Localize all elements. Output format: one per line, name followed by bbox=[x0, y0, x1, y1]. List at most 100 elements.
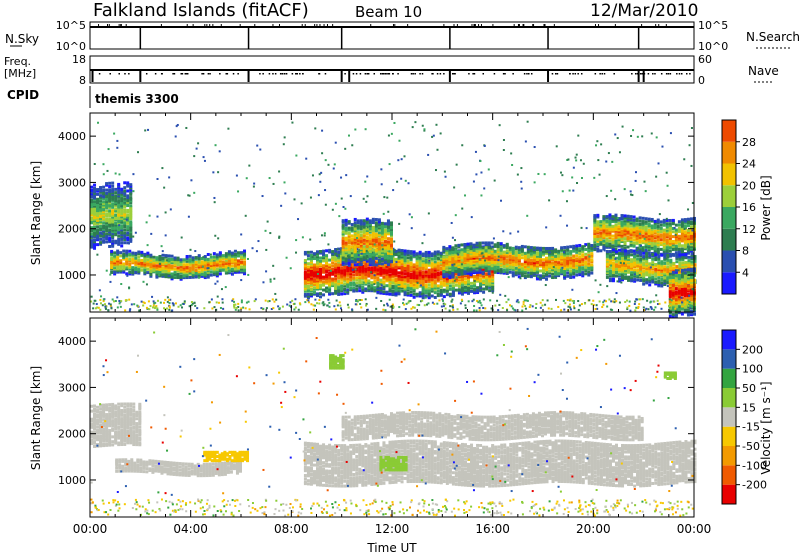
power-cell bbox=[306, 292, 310, 296]
power-cell bbox=[508, 264, 512, 268]
power-cell bbox=[545, 256, 549, 260]
power-cell bbox=[493, 262, 497, 266]
power-cell bbox=[641, 216, 645, 220]
power-cell bbox=[538, 250, 542, 254]
power-cell bbox=[660, 282, 664, 286]
power-cell bbox=[593, 230, 597, 234]
power-cell bbox=[383, 254, 387, 258]
power-cell bbox=[690, 252, 694, 256]
power-cell bbox=[663, 276, 667, 280]
power-cell bbox=[502, 252, 506, 256]
power-cell bbox=[587, 258, 591, 262]
power-cell bbox=[647, 241, 651, 245]
power-cell bbox=[347, 262, 351, 266]
power-cell bbox=[350, 257, 354, 261]
power-cell bbox=[179, 269, 183, 273]
power-cell bbox=[353, 221, 357, 225]
power-cell bbox=[584, 267, 588, 271]
power-cell bbox=[167, 264, 171, 268]
power-cell bbox=[197, 257, 201, 261]
power-cell bbox=[490, 264, 494, 268]
power-cell bbox=[325, 276, 329, 280]
power-cell bbox=[397, 250, 401, 254]
power-cell bbox=[445, 288, 449, 292]
power-cell bbox=[385, 271, 389, 275]
power-cell bbox=[621, 270, 625, 274]
power-cell bbox=[469, 264, 473, 268]
power-cell bbox=[117, 229, 121, 233]
power-cell bbox=[463, 277, 467, 281]
power-cell bbox=[674, 236, 678, 240]
nave-dot bbox=[601, 73, 603, 75]
power-cell bbox=[448, 251, 452, 255]
power-cell bbox=[418, 250, 422, 254]
power-cell bbox=[123, 216, 127, 220]
power-cell bbox=[117, 200, 121, 204]
power-cell bbox=[665, 230, 669, 234]
power-cell bbox=[377, 252, 381, 256]
power-cell bbox=[397, 248, 401, 252]
power-cell bbox=[587, 265, 591, 269]
power-cell bbox=[356, 224, 360, 228]
power-cell bbox=[309, 276, 313, 280]
power-cell bbox=[380, 241, 384, 245]
nave-dot bbox=[180, 73, 182, 75]
power-cell bbox=[197, 263, 201, 267]
power-cell bbox=[102, 216, 106, 220]
power-cell bbox=[663, 261, 667, 265]
power-cell bbox=[364, 282, 368, 286]
power-cell bbox=[164, 255, 168, 259]
power-cell bbox=[93, 209, 97, 213]
power-cell bbox=[341, 238, 345, 242]
power-cell bbox=[653, 249, 657, 253]
power-cell bbox=[665, 248, 669, 252]
power-cell bbox=[596, 247, 600, 251]
power-cell bbox=[448, 281, 452, 285]
power-cell bbox=[668, 308, 672, 312]
power-cell bbox=[532, 260, 536, 264]
power-cell bbox=[675, 256, 679, 260]
power-cell bbox=[662, 220, 666, 224]
power-cell bbox=[644, 230, 648, 234]
power-cell bbox=[526, 253, 530, 257]
power-cell bbox=[645, 278, 649, 282]
power-cell bbox=[344, 256, 348, 260]
power-cell bbox=[362, 230, 366, 234]
power-cell bbox=[102, 227, 106, 231]
power-cell bbox=[523, 251, 527, 255]
power-cell bbox=[119, 260, 123, 264]
power-cell bbox=[215, 271, 219, 275]
power-cell bbox=[409, 258, 413, 262]
power-cell bbox=[391, 285, 395, 289]
power-cell bbox=[472, 264, 476, 268]
power-cell bbox=[611, 219, 615, 223]
power-cell bbox=[523, 271, 527, 275]
power-cell bbox=[406, 275, 410, 279]
power-cell bbox=[334, 280, 338, 284]
power-cell bbox=[635, 232, 639, 236]
power-cell bbox=[602, 221, 606, 225]
power-cell bbox=[448, 272, 452, 276]
power-cell bbox=[164, 260, 168, 264]
power-cell bbox=[361, 272, 365, 276]
power-cell bbox=[520, 249, 524, 253]
power-cell bbox=[421, 260, 425, 264]
nave-dot bbox=[676, 73, 678, 75]
power-cell bbox=[430, 276, 434, 280]
power-cell bbox=[331, 280, 335, 284]
power-cell bbox=[686, 233, 690, 237]
power-cell bbox=[578, 256, 582, 260]
power-cell bbox=[645, 253, 649, 257]
power-cell bbox=[659, 233, 663, 237]
power-cell bbox=[379, 268, 383, 272]
power-cell bbox=[621, 262, 625, 266]
power-cell bbox=[511, 258, 515, 262]
power-cell bbox=[114, 228, 118, 232]
power-cell bbox=[629, 223, 633, 227]
power-cell bbox=[374, 252, 378, 256]
power-cell bbox=[427, 270, 431, 274]
power-cell bbox=[578, 247, 582, 251]
power-cell bbox=[367, 266, 371, 270]
power-cell bbox=[466, 285, 470, 289]
power-cell bbox=[599, 237, 603, 241]
